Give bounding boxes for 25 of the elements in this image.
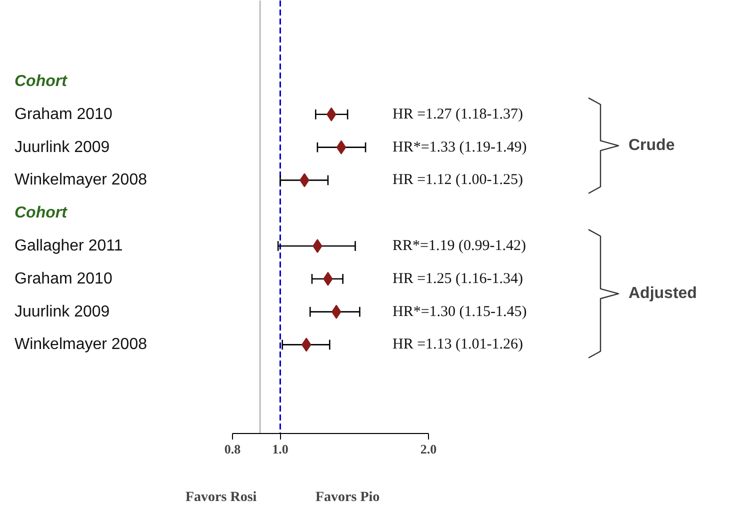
data-label: RR*=1.19 (0.99-1.42) xyxy=(392,238,526,254)
data-label: HR*=1.30 (1.15-1.45) xyxy=(392,304,527,320)
text: Adjusted xyxy=(628,285,697,302)
point xyxy=(336,140,346,154)
data-label: HR*=1.33 (1.19-1.49) xyxy=(392,139,527,156)
y-tick-label: Graham 2010 xyxy=(14,270,112,288)
y-tick-label: Cohort xyxy=(14,73,68,90)
data-label: HR =1.25 (1.16-1.34) xyxy=(392,270,524,287)
point xyxy=(312,239,322,253)
y-tick-label: Winkelmayer 2008 xyxy=(14,336,148,354)
y-tick-label: Juurlink 2009 xyxy=(14,138,110,156)
data-label: HR =1.27 (1.18-1.37) xyxy=(392,106,524,122)
y-tick-label: Cohort xyxy=(14,204,68,222)
text: Favors Rosi xyxy=(186,490,257,505)
x-tick-label: 2.0 xyxy=(420,442,437,456)
y-tick-label: Gallagher 2011 xyxy=(14,238,123,254)
data-label: HR =1.12 (1.00-1.25) xyxy=(392,172,524,188)
y-tick-label: Juurlink 2009 xyxy=(14,303,110,320)
y-tick-label: Winkelmayer 2008 xyxy=(14,172,148,189)
text: Crude xyxy=(628,137,675,154)
text: Favors Pio xyxy=(316,490,380,505)
y-tick-label: Graham 2010 xyxy=(14,106,112,123)
x-tick-label: 1.0 xyxy=(272,442,288,456)
data-label: HR =1.13 (1.01-1.26) xyxy=(392,336,524,353)
x-tick-label: 0.8 xyxy=(224,442,242,456)
